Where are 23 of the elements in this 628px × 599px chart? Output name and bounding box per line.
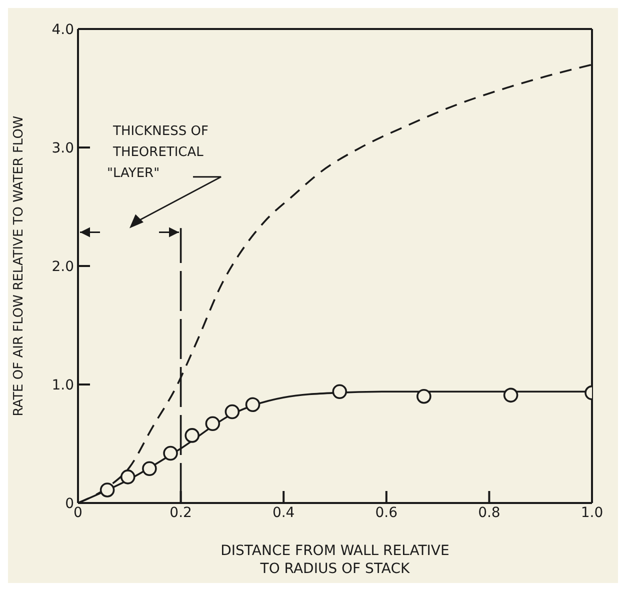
y-tick-label: 1.0	[52, 377, 74, 394]
point	[245, 397, 260, 412]
x-tick-label: 0.6	[375, 504, 398, 521]
point	[142, 461, 157, 476]
y-axis-title: RATE OF AIR FLOW RELATIVE TO WATER FLOW	[12, 116, 27, 416]
point	[503, 388, 518, 403]
x-axis-title: DISTANCE FROM WALL RELATIVE TO RADIUS OF STACK	[220, 543, 450, 577]
x-tick-label: 0.2	[170, 504, 192, 521]
point	[120, 470, 136, 484]
annotation: THICKNESS OF THEORETICAL "LAYER"	[107, 124, 208, 181]
x-tick-label: 1.0	[580, 504, 604, 521]
point	[163, 446, 178, 461]
point	[332, 384, 348, 400]
y-tick-label: 2.0	[52, 258, 74, 275]
y-tick-label: 4.0	[52, 22, 74, 38]
y-tick-label: 3.0	[52, 140, 74, 156]
point	[224, 404, 240, 420]
x-tick-label: 0.4	[272, 504, 295, 521]
point	[100, 482, 115, 498]
x-tick-label: 0.8	[478, 504, 500, 521]
point	[184, 428, 200, 443]
point	[416, 388, 432, 404]
point	[205, 416, 220, 432]
